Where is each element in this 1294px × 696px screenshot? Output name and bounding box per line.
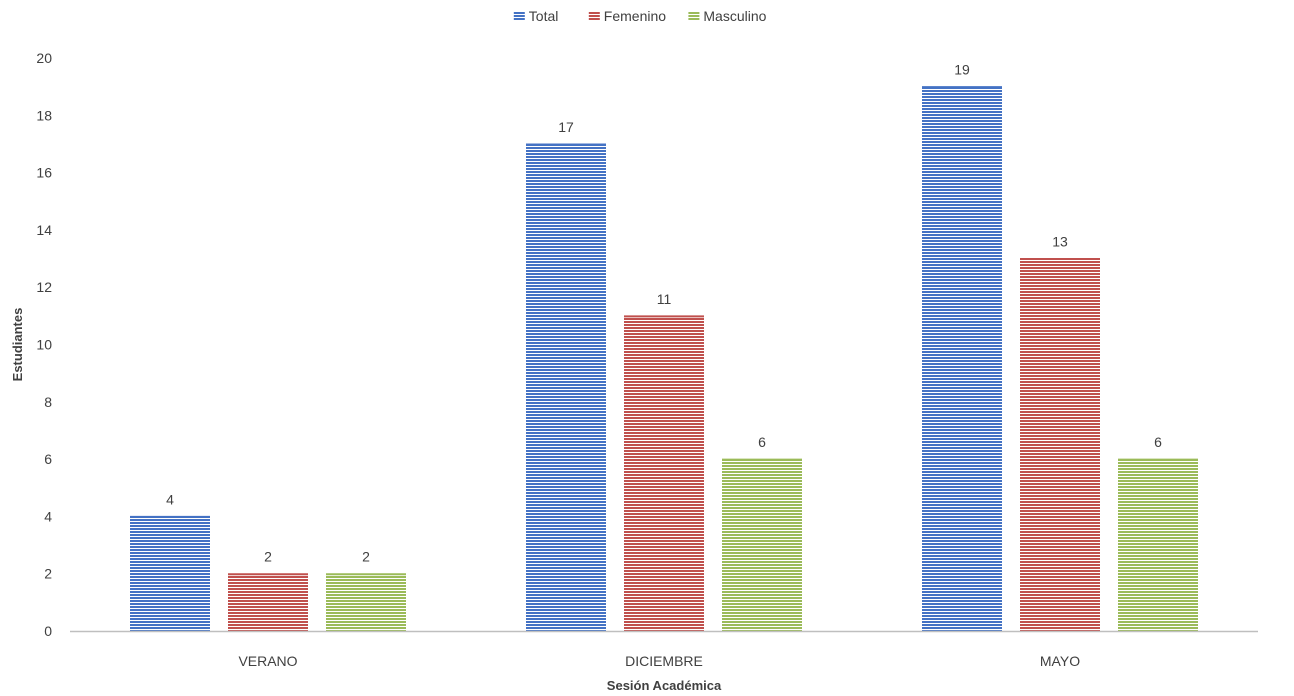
bar-femenino-diciembre [624,315,704,631]
data-label: 2 [264,549,272,565]
data-label: 6 [1154,434,1162,450]
data-label: 11 [657,291,672,307]
legend-swatch [688,11,700,21]
bar-total-mayo [922,86,1002,631]
legend-item-femenino: Femenino [588,8,666,24]
y-tick-label: 6 [44,451,52,467]
data-label: 19 [954,62,970,78]
y-axis-ticks: 0 2 4 6 8 10 12 14 16 18 20 [36,50,52,639]
data-label: 17 [558,119,574,135]
bar-total-diciembre [526,143,606,631]
y-axis-title: Estudiantes [10,308,25,382]
legend-item-masculino: Masculino [688,8,767,24]
x-axis-title: Sesión Académica [607,678,722,693]
bar-masculino-verano [326,573,406,631]
y-tick-label: 2 [44,566,52,582]
y-tick-label: 8 [44,394,52,410]
y-tick-label: 10 [36,337,52,353]
bar-femenino-mayo [1020,258,1100,631]
bar-total-verano [130,516,210,631]
y-tick-label: 20 [36,50,52,66]
data-labels: 4 2 2 17 11 6 19 13 6 [166,62,1162,565]
y-tick-label: 4 [44,508,52,524]
y-tick-label: 18 [36,107,52,123]
y-tick-label: 16 [36,165,52,181]
legend-swatch [588,11,600,21]
data-label: 4 [166,491,174,507]
y-tick-label: 12 [36,279,52,295]
x-tick-label: VERANO [238,653,297,669]
x-axis-ticks: VERANO DICIEMBRE MAYO [238,653,1080,669]
legend-label: Femenino [604,8,666,24]
bar-masculino-mayo [1118,459,1198,631]
x-tick-label: DICIEMBRE [625,653,703,669]
x-tick-label: MAYO [1040,653,1080,669]
legend-item-total: Total [513,8,559,24]
legend-label: Masculino [703,8,766,24]
legend-swatch [513,11,525,21]
data-label: 6 [758,434,766,450]
data-label: 2 [362,549,370,565]
bar-femenino-verano [228,573,308,631]
bar-masculino-diciembre [722,459,802,631]
y-tick-label: 14 [36,222,52,238]
legend-label: Total [529,8,559,24]
legend: Total Femenino Masculino [513,8,767,24]
bars [130,86,1198,631]
data-label: 13 [1052,234,1068,250]
y-tick-label: 0 [44,623,52,639]
